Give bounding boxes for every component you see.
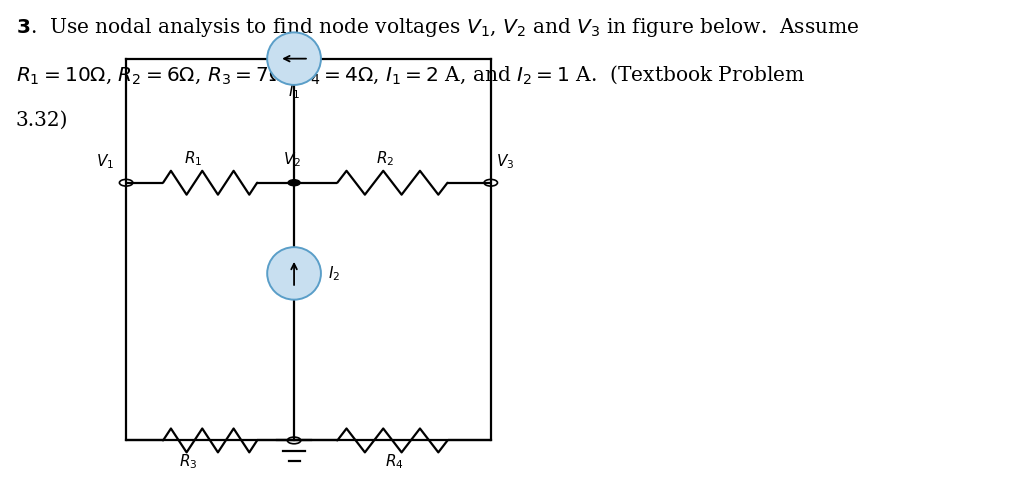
Text: $R_3$: $R_3$ xyxy=(179,453,198,471)
Text: $I_2$: $I_2$ xyxy=(328,264,340,283)
Text: $R_1$: $R_1$ xyxy=(184,150,203,168)
Text: $\mathbf{3}$.  Use nodal analysis to find node voltages $V_1$, $V_2$ and $V_3$ i: $\mathbf{3}$. Use nodal analysis to find… xyxy=(15,16,859,39)
Text: $V_1$: $V_1$ xyxy=(96,152,114,170)
Text: $V_2$: $V_2$ xyxy=(283,150,301,169)
Text: $R_4$: $R_4$ xyxy=(385,453,404,471)
Text: $V_3$: $V_3$ xyxy=(496,152,514,170)
Ellipse shape xyxy=(267,33,321,85)
Ellipse shape xyxy=(267,247,321,300)
Circle shape xyxy=(288,180,300,186)
Text: 3.32): 3.32) xyxy=(15,111,69,130)
Text: $I_1$: $I_1$ xyxy=(288,83,300,101)
Text: $R_1 = 10\Omega$, $R_2 = 6\Omega$, $R_3 = 7\Omega$, $R_4 = 4\Omega$, $I_1 = 2$ A: $R_1 = 10\Omega$, $R_2 = 6\Omega$, $R_3 … xyxy=(15,63,805,86)
Text: $R_2$: $R_2$ xyxy=(376,150,394,168)
